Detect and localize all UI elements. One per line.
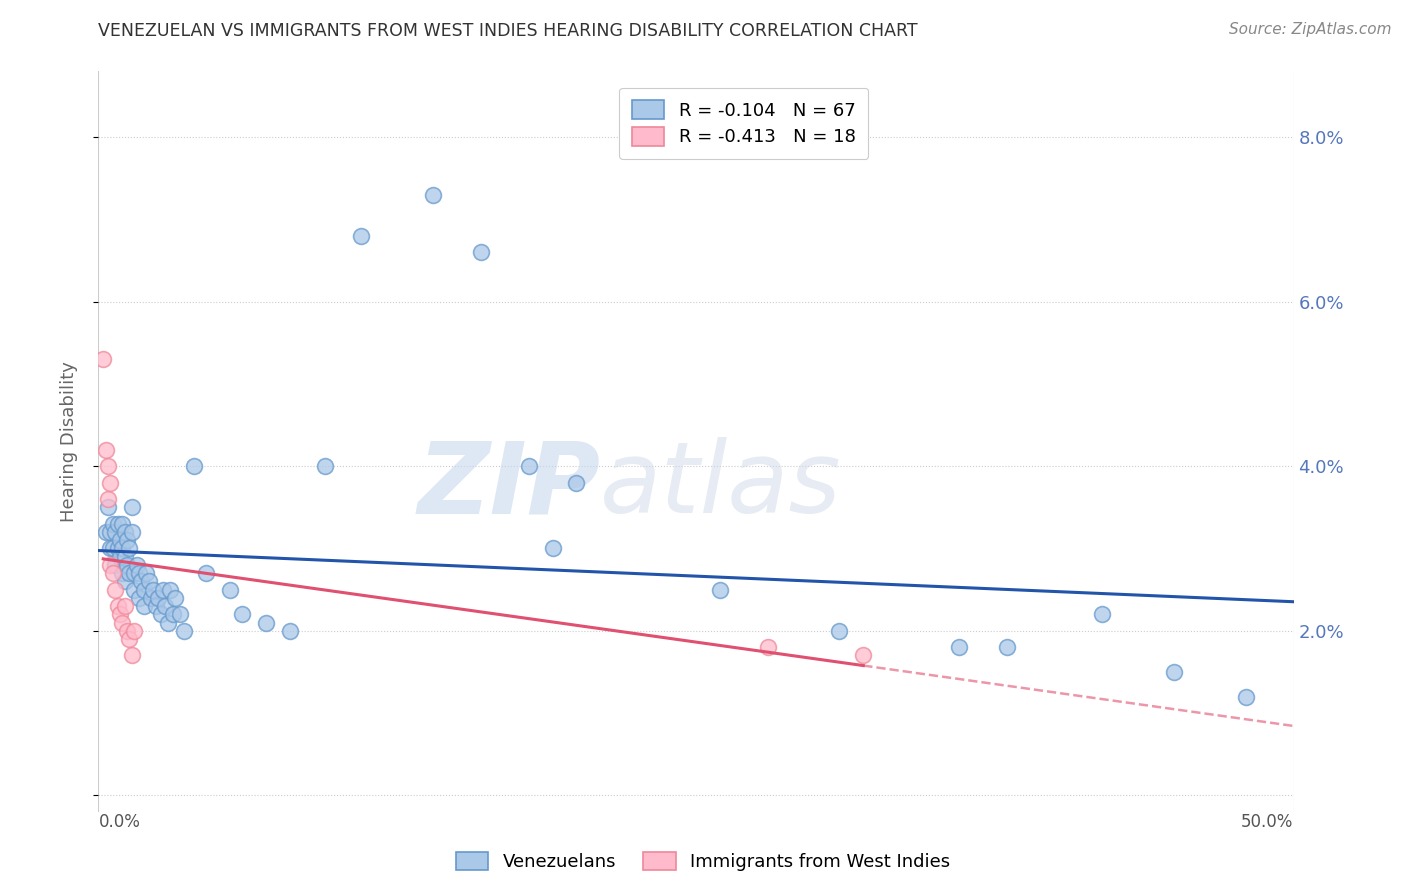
- Point: [828, 624, 851, 638]
- Point: [94, 524, 117, 539]
- Point: [98, 558, 122, 572]
- Point: [118, 566, 141, 581]
- Point: [565, 475, 588, 490]
- Point: [101, 566, 124, 581]
- Point: [709, 582, 731, 597]
- Point: [114, 524, 136, 539]
- Point: [135, 566, 157, 581]
- Text: VENEZUELAN VS IMMIGRANTS FROM WEST INDIES HEARING DISABILITY CORRELATION CHART: VENEZUELAN VS IMMIGRANTS FROM WEST INDIE…: [98, 22, 918, 40]
- Point: [1163, 665, 1185, 679]
- Point: [470, 245, 492, 260]
- Point: [108, 607, 131, 622]
- Point: [132, 599, 155, 613]
- Text: Source: ZipAtlas.com: Source: ZipAtlas.com: [1229, 22, 1392, 37]
- Text: ZIP: ZIP: [418, 437, 600, 534]
- Point: [98, 475, 122, 490]
- Point: [124, 582, 146, 597]
- Point: [98, 524, 122, 539]
- Point: [948, 640, 970, 655]
- Point: [139, 591, 162, 605]
- Point: [852, 648, 875, 663]
- Point: [169, 607, 191, 622]
- Point: [97, 500, 120, 515]
- Point: [107, 599, 129, 613]
- Point: [315, 459, 337, 474]
- Point: [756, 640, 779, 655]
- Point: [138, 574, 160, 589]
- Point: [107, 516, 129, 531]
- Point: [194, 566, 218, 581]
- Point: [114, 549, 136, 564]
- Legend: R = -0.104   N = 67, R = -0.413   N = 18: R = -0.104 N = 67, R = -0.413 N = 18: [619, 87, 869, 159]
- Point: [121, 500, 143, 515]
- Point: [104, 582, 127, 597]
- Point: [94, 442, 117, 457]
- Point: [101, 541, 124, 556]
- Point: [162, 607, 184, 622]
- Point: [124, 566, 146, 581]
- Point: [517, 459, 540, 474]
- Text: 50.0%: 50.0%: [1241, 814, 1294, 831]
- Point: [115, 624, 138, 638]
- Point: [111, 615, 134, 630]
- Point: [128, 591, 150, 605]
- Point: [1234, 690, 1257, 704]
- Point: [125, 558, 148, 572]
- Point: [219, 582, 242, 597]
- Point: [121, 524, 143, 539]
- Point: [108, 549, 131, 564]
- Point: [114, 574, 136, 589]
- Point: [148, 591, 170, 605]
- Point: [152, 582, 174, 597]
- Point: [104, 524, 127, 539]
- Point: [995, 640, 1018, 655]
- Point: [1091, 607, 1114, 622]
- Point: [124, 624, 146, 638]
- Text: atlas: atlas: [600, 437, 842, 534]
- Point: [159, 582, 181, 597]
- Point: [422, 187, 444, 202]
- Point: [91, 352, 114, 367]
- Point: [155, 599, 177, 613]
- Point: [149, 607, 172, 622]
- Point: [145, 599, 167, 613]
- Point: [115, 533, 138, 548]
- Point: [118, 541, 141, 556]
- Point: [114, 599, 136, 613]
- Point: [107, 541, 129, 556]
- Text: 0.0%: 0.0%: [98, 814, 141, 831]
- Point: [541, 541, 564, 556]
- Point: [142, 582, 165, 597]
- Point: [101, 516, 124, 531]
- Point: [231, 607, 253, 622]
- Point: [121, 648, 143, 663]
- Legend: Venezuelans, Immigrants from West Indies: Venezuelans, Immigrants from West Indies: [449, 845, 957, 879]
- Point: [97, 492, 120, 507]
- Point: [104, 558, 127, 572]
- Point: [111, 541, 134, 556]
- Point: [173, 624, 195, 638]
- Point: [163, 591, 186, 605]
- Point: [115, 558, 138, 572]
- Point: [111, 516, 134, 531]
- Point: [128, 566, 150, 581]
- Y-axis label: Hearing Disability: Hearing Disability: [59, 361, 77, 522]
- Point: [350, 228, 373, 243]
- Point: [278, 624, 301, 638]
- Point: [108, 533, 131, 548]
- Point: [98, 541, 122, 556]
- Point: [118, 632, 141, 646]
- Point: [97, 459, 120, 474]
- Point: [254, 615, 277, 630]
- Point: [131, 574, 153, 589]
- Point: [132, 582, 155, 597]
- Point: [183, 459, 205, 474]
- Point: [156, 615, 179, 630]
- Point: [111, 566, 134, 581]
